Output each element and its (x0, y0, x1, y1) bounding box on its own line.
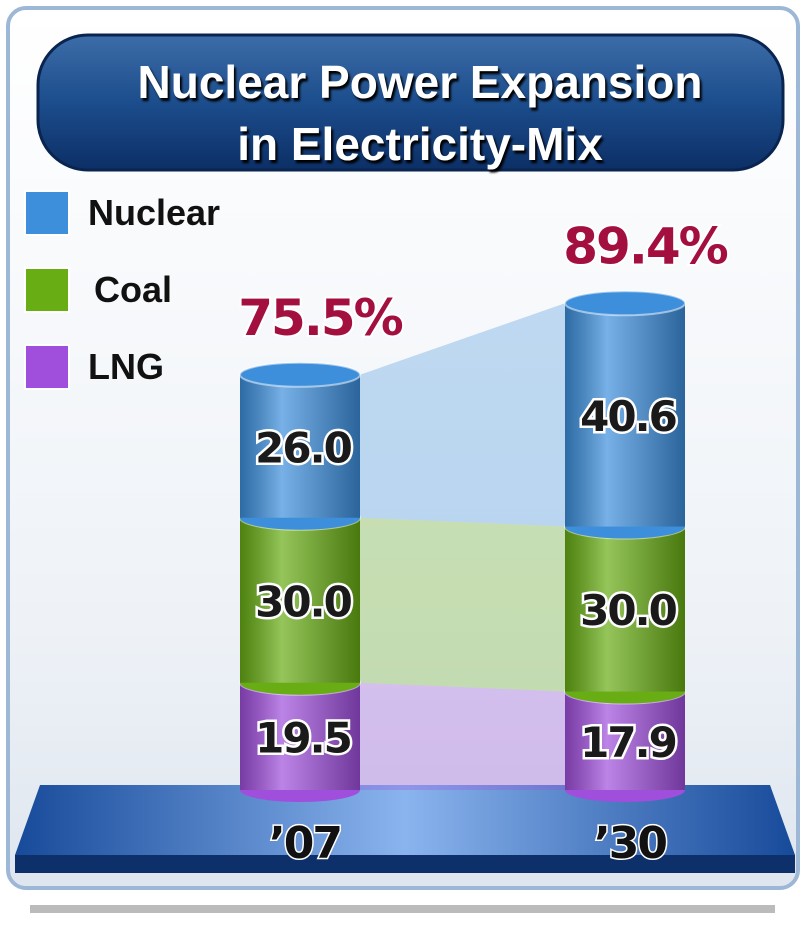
legend-label: Nuclear (88, 192, 220, 233)
bar-segment (239, 361, 361, 530)
platform-edge (15, 855, 795, 873)
cylinder-shade (565, 691, 685, 790)
cylinder-top (564, 290, 686, 317)
bottom-rule (30, 905, 775, 913)
total-label: 75.5% (238, 289, 402, 347)
value-label: 17.9 (580, 718, 676, 767)
total-label: 89.4% (563, 217, 727, 275)
cylinder-top (239, 361, 361, 388)
title-banner (36, 33, 785, 172)
x-tick-label: ’30 (594, 818, 666, 869)
legend-label: Coal (94, 269, 172, 310)
value-label: 40.6 (580, 392, 676, 441)
chart-title: Nuclear Power Expansion (138, 56, 703, 108)
legend-swatch (24, 344, 70, 390)
legend-swatch (24, 267, 70, 313)
x-tick-label: ’07 (269, 818, 341, 869)
value-label: 26.0 (255, 423, 351, 472)
cylinder-shade (240, 517, 360, 683)
value-label: 19.5 (255, 713, 351, 762)
connector (360, 682, 565, 790)
chart-title: in Electricity-Mix (237, 118, 603, 170)
cylinder-shade (565, 526, 685, 692)
value-label: 30.0 (580, 586, 676, 635)
cylinder-shade (565, 303, 685, 527)
bar-segment (564, 290, 686, 539)
cylinder-shade (240, 374, 360, 518)
legend-swatch (24, 190, 70, 236)
legend-label: LNG (88, 346, 164, 387)
connector (360, 303, 565, 527)
connector (360, 517, 565, 692)
platform (15, 785, 795, 855)
cylinder-shade (240, 682, 360, 790)
value-label: 30.0 (255, 577, 351, 626)
